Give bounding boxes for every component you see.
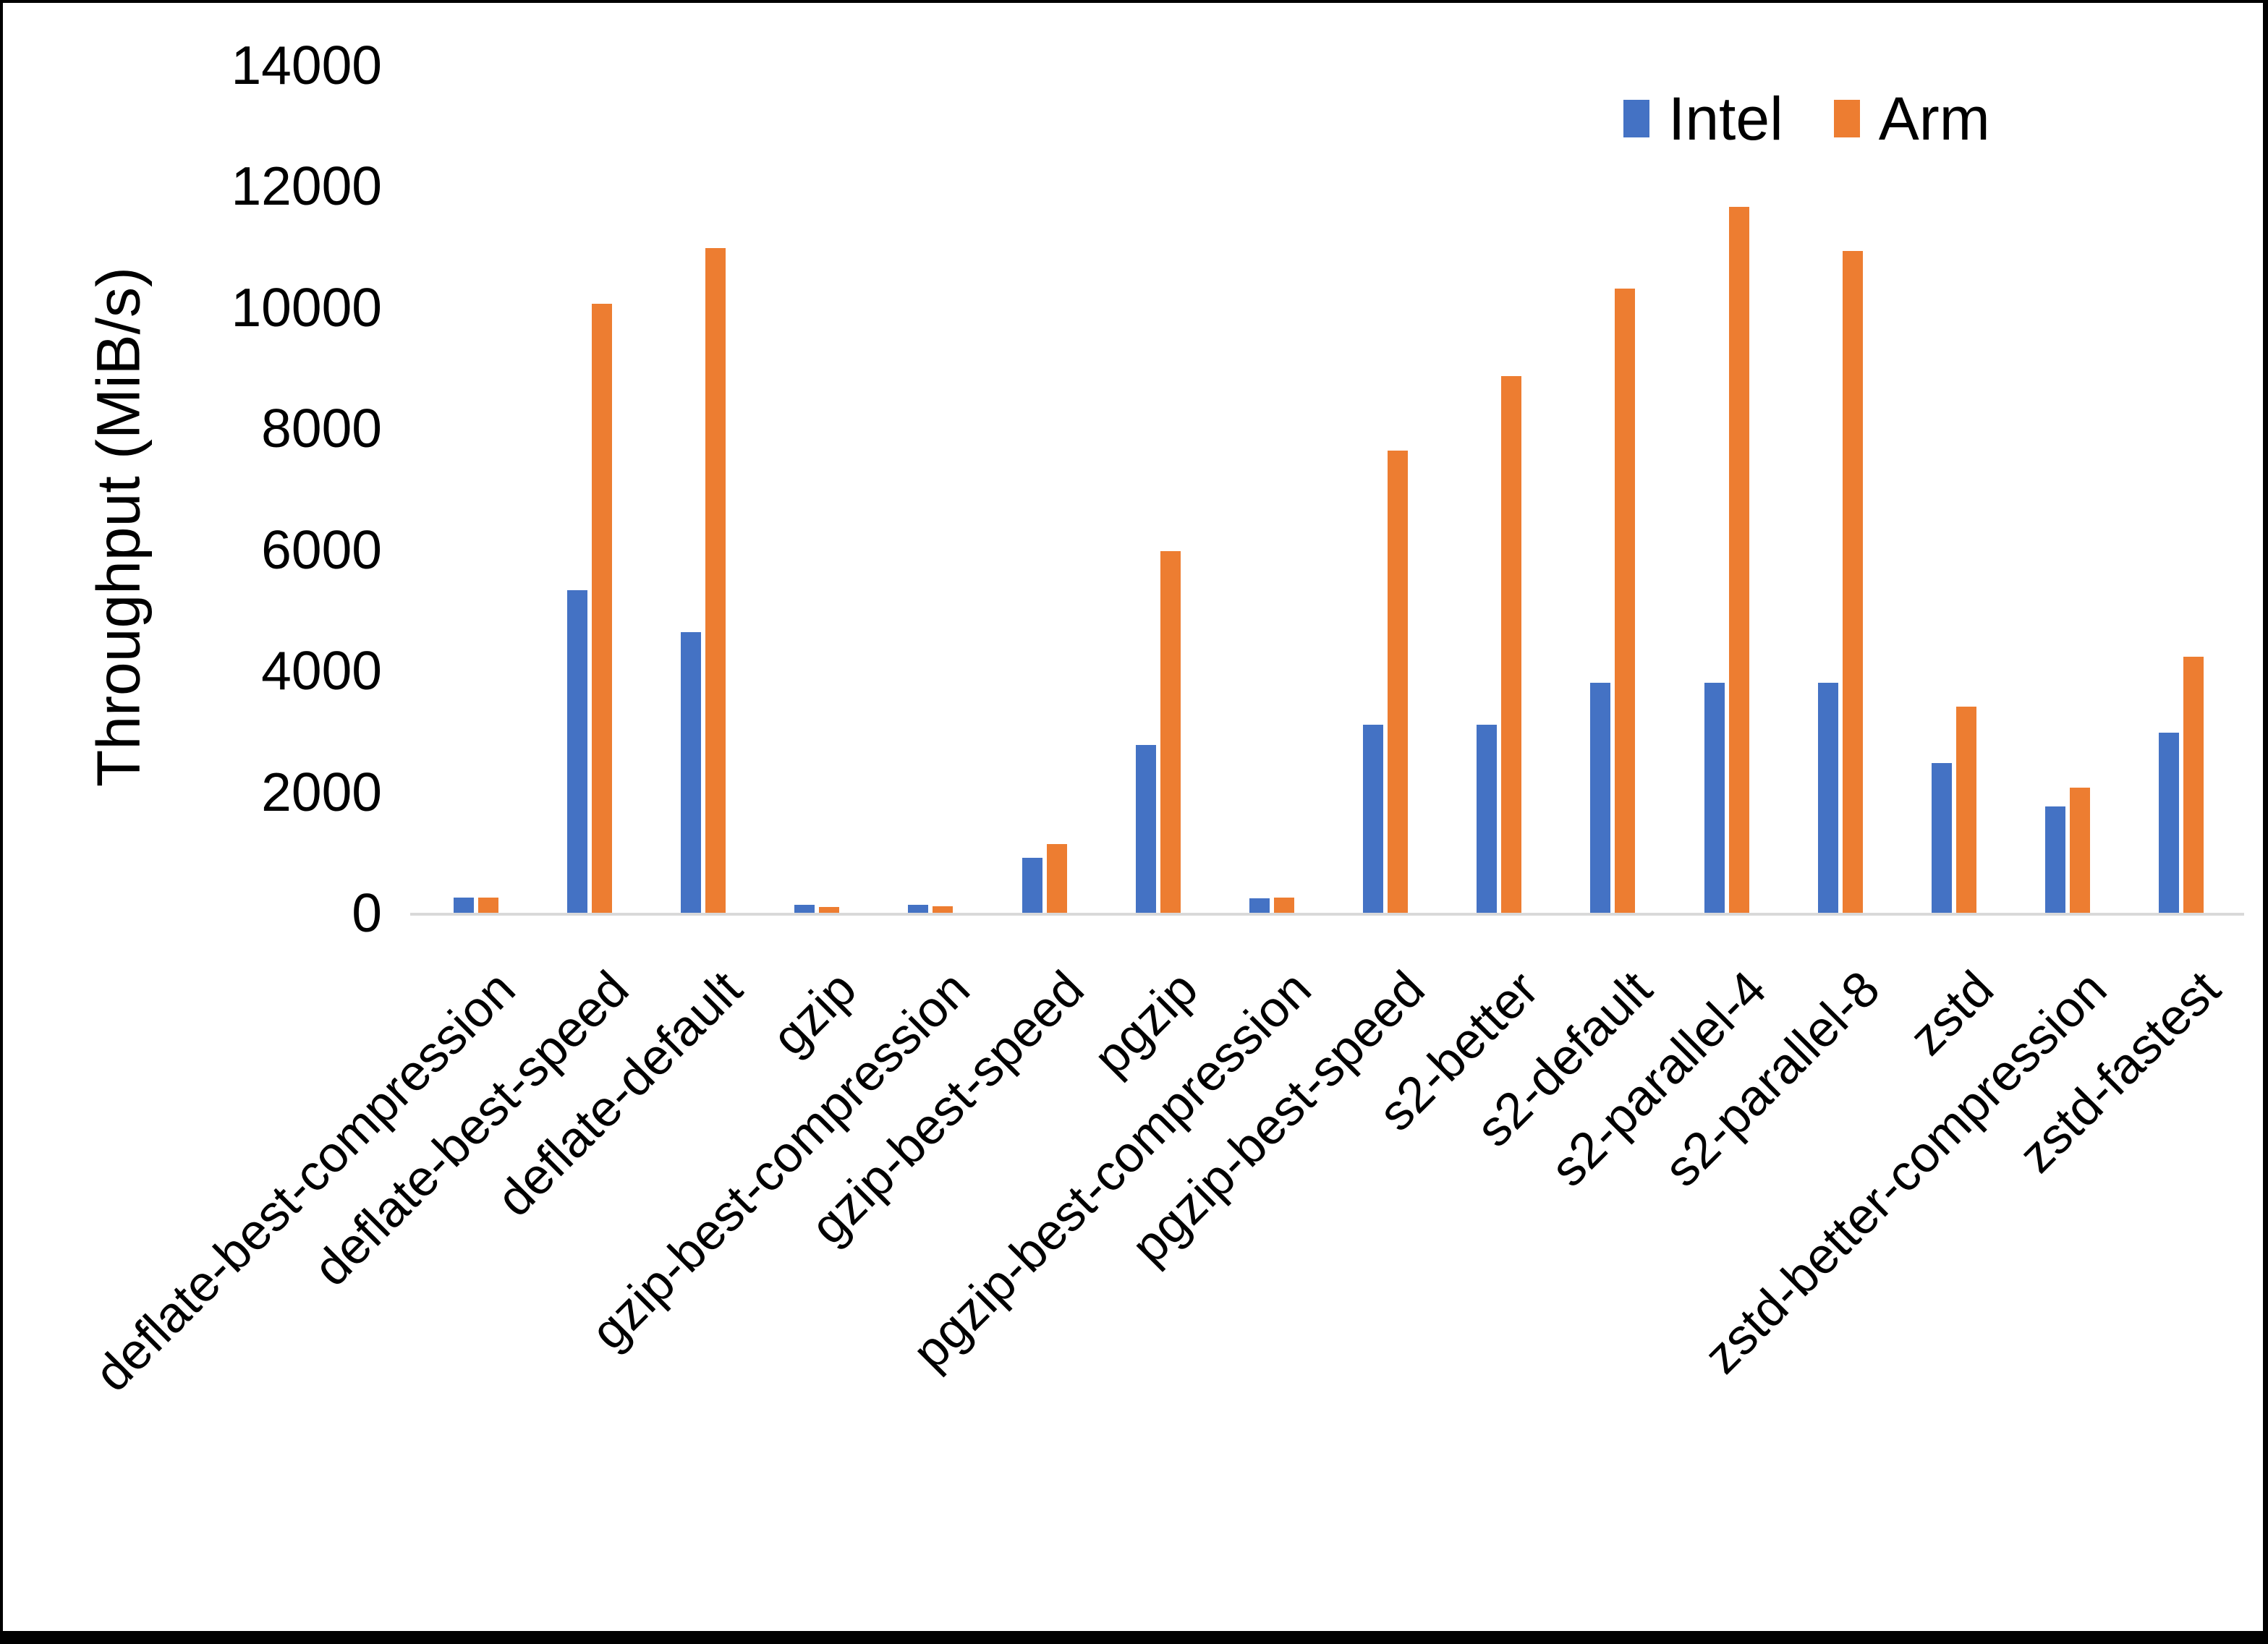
bar-intel-s2-default <box>1590 683 1610 913</box>
bar-arm-gzip <box>819 907 839 913</box>
legend-swatch-intel <box>1623 100 1649 137</box>
bar-arm-pgzip-best-speed <box>1388 451 1408 913</box>
bar-arm-pgzip <box>1160 551 1181 913</box>
bar-arm-zstd-better-compression <box>2070 788 2090 913</box>
y-tick-label: 4000 <box>261 640 382 701</box>
bar-intel-pgzip-best-speed <box>1363 725 1383 913</box>
bar-arm-deflate-best-speed <box>592 304 612 913</box>
legend-label: Arm <box>1878 85 1990 153</box>
bar-intel-deflate-best-compression <box>454 898 474 913</box>
bar-arm-s2-parallel-4 <box>1729 207 1749 913</box>
y-tick-label: 2000 <box>261 762 382 822</box>
y-tick-label: 8000 <box>261 398 382 459</box>
bar-arm-pgzip-best-compression <box>1274 898 1294 913</box>
legend-item-arm: Arm <box>1833 85 1990 153</box>
x-axis-label-deflate-best-compression: deflate-best-compression <box>83 960 526 1402</box>
bar-arm-zstd <box>1956 707 1976 913</box>
y-tick-label: 6000 <box>261 519 382 580</box>
bar-arm-zstd-fastest <box>2183 657 2204 913</box>
bar-intel-deflate-best-speed <box>567 590 587 913</box>
legend-item-intel: Intel <box>1623 88 1783 149</box>
bar-intel-pgzip <box>1136 745 1156 913</box>
legend-swatch-arm <box>1833 100 1860 137</box>
y-tick-label: 10000 <box>231 277 382 338</box>
bar-intel-s2-parallel-4 <box>1704 683 1725 913</box>
bar-intel-zstd-better-compression <box>2045 806 2065 913</box>
bar-intel-s2-better <box>1477 725 1497 913</box>
bar-intel-deflate-default <box>681 632 701 913</box>
bar-arm-gzip-best-speed <box>1047 844 1067 913</box>
bar-arm-deflate-best-compression <box>478 898 498 913</box>
bar-arm-s2-parallel-8 <box>1843 251 1863 913</box>
bar-intel-s2-parallel-8 <box>1818 683 1838 913</box>
bar-intel-gzip <box>794 905 815 913</box>
bar-arm-gzip-best-compression <box>933 906 953 913</box>
bar-arm-deflate-default <box>705 248 726 913</box>
bar-arm-s2-better <box>1501 376 1521 913</box>
y-tick-label: 0 <box>352 882 382 943</box>
legend: Intel Arm <box>1623 88 1990 149</box>
y-tick-label: 14000 <box>231 35 382 95</box>
legend-label: Intel <box>1668 85 1783 153</box>
y-tick-label: 12000 <box>231 156 382 216</box>
bar-intel-zstd <box>1932 763 1952 913</box>
bar-intel-gzip-best-speed <box>1022 858 1042 913</box>
bar-intel-pgzip-best-compression <box>1249 898 1270 913</box>
bar-arm-s2-default <box>1615 289 1635 913</box>
bar-intel-zstd-fastest <box>2159 733 2179 913</box>
bar-intel-gzip-best-compression <box>908 905 928 913</box>
x-axis-line <box>410 913 2244 916</box>
